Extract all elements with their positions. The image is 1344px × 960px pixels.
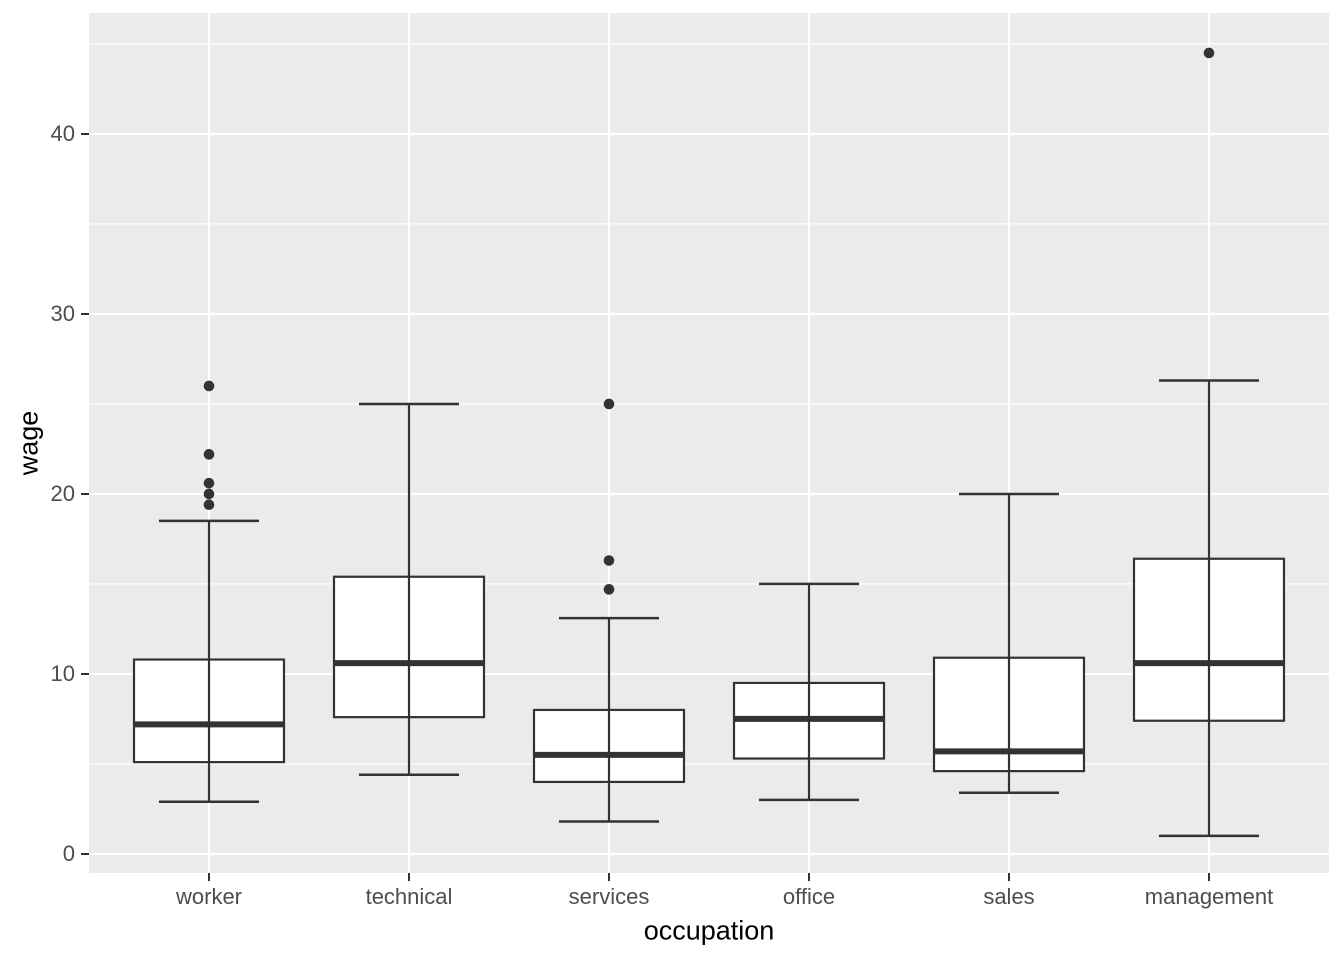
outlier-point-services-14.7 — [603, 584, 615, 595]
outlier-point-worker-26 — [203, 380, 215, 392]
x-axis-title: occupation — [643, 915, 775, 946]
y-tick-label-40: 40 — [50, 120, 75, 146]
y-tick-mark-30 — [81, 312, 89, 315]
x-tick-label-worker: worker — [175, 884, 243, 909]
x-tick-label-office: office — [782, 884, 836, 909]
x-tick-mark-services — [608, 873, 610, 881]
outlier-point-services-25 — [603, 398, 615, 410]
x-tick-mark-technical — [408, 873, 410, 881]
y-tick-label-30: 30 — [50, 300, 75, 326]
y-tick-label-10: 10 — [50, 660, 75, 686]
outlier-point-worker-22.2 — [203, 449, 215, 460]
y-tick-mark-40 — [81, 132, 89, 135]
x-tick-label-management: management — [1144, 884, 1274, 909]
x-tick-mark-sales — [1008, 873, 1010, 881]
outlier-point-worker-20.6 — [203, 477, 215, 489]
outlier-point-management-44.5 — [1203, 47, 1215, 59]
x-tick-label-services: services — [568, 884, 650, 909]
x-tick-mark-worker — [208, 873, 210, 881]
x-tick-label-technical: technical — [365, 884, 453, 909]
y-tick-mark-0 — [81, 852, 89, 855]
plot-panel — [89, 13, 1329, 873]
y-tick-label-20: 20 — [50, 480, 75, 506]
outlier-point-worker-20 — [203, 488, 215, 500]
y-tick-mark-20 — [81, 492, 89, 495]
boxplot-canvas — [89, 13, 1329, 873]
x-tick-mark-management — [1208, 873, 1210, 881]
y-axis-title: wage — [13, 410, 44, 476]
y-tick-mark-10 — [81, 672, 89, 675]
x-tick-label-sales: sales — [983, 884, 1035, 909]
x-tick-mark-office — [808, 873, 810, 881]
y-tick-label-0: 0 — [62, 840, 75, 866]
outlier-point-services-16.3 — [603, 555, 615, 566]
outlier-point-worker-19.4 — [203, 499, 215, 511]
